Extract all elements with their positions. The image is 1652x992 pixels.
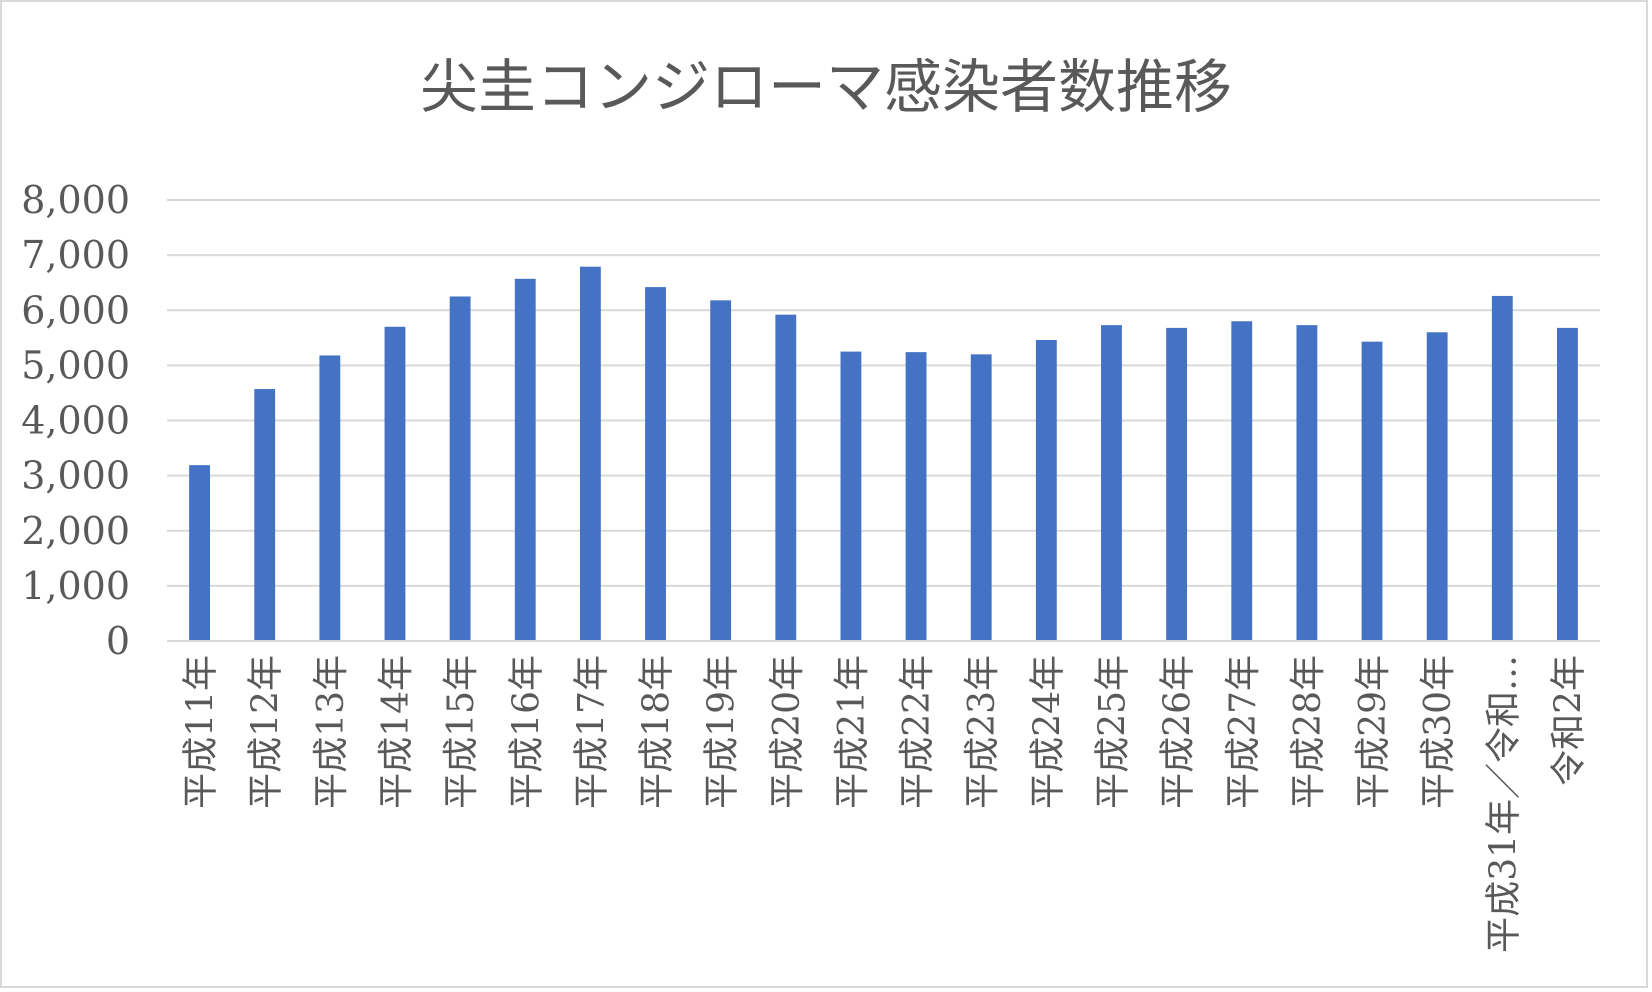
bar: [514, 278, 536, 641]
x-category-label: 平成23年: [962, 655, 1003, 809]
bar: [1296, 325, 1318, 641]
bar: [905, 352, 927, 641]
x-category-label: 平成25年: [1092, 655, 1133, 809]
x-axis-category-labels: 平成11年 平成12年 平成13年 平成14年 平成15年 平成16年 平成17年 平成18年…: [181, 655, 1590, 953]
bar: [254, 389, 276, 641]
bar: [1491, 295, 1513, 641]
bar: [1361, 341, 1383, 641]
x-category-label: 平成22年: [897, 655, 938, 809]
x-category-label: 平成16年: [506, 655, 547, 809]
bar: [1557, 327, 1578, 641]
bar: [775, 314, 797, 641]
x-category-label: 平成15年: [441, 655, 482, 809]
bar: [1231, 321, 1253, 641]
x-category-label: 平成28年: [1288, 655, 1329, 809]
x-category-label: 平成11年: [181, 655, 222, 809]
bar: [840, 351, 862, 641]
y-tick-label: 0: [106, 619, 130, 663]
bar: [970, 354, 992, 641]
x-category-label: 平成21年: [832, 655, 873, 809]
bar: [189, 465, 210, 641]
y-tick-label: 2,000: [21, 509, 130, 553]
x-category-label: 平成24年: [1027, 655, 1068, 809]
y-tick-label: 3,000: [21, 454, 130, 498]
bar: [1035, 340, 1057, 641]
y-tick-label: 5,000: [21, 343, 130, 387]
bars: [189, 266, 1578, 641]
y-tick-label: 7,000: [21, 233, 130, 277]
bar: [1426, 332, 1448, 641]
x-category-label: 平成18年: [637, 655, 678, 809]
x-category-label: 平成17年: [571, 655, 612, 809]
bar: [449, 296, 471, 641]
bar: [384, 326, 406, 641]
bar: [579, 266, 601, 641]
x-category-label: 平成31年／令和…: [1483, 655, 1524, 953]
x-category-label: 平成14年: [376, 655, 417, 809]
bar: [319, 355, 341, 641]
x-category-label: 令和2年: [1548, 655, 1589, 786]
x-category-label: 平成29年: [1353, 655, 1394, 809]
y-tick-label: 1,000: [21, 564, 130, 608]
bar: [1101, 325, 1122, 641]
x-category-label: 平成30年: [1418, 655, 1459, 809]
x-category-label: 平成19年: [702, 655, 743, 809]
bar: [645, 287, 666, 641]
x-category-label: 平成12年: [246, 655, 287, 809]
bar: [710, 300, 732, 641]
y-axis-tick-labels: 0 1,000 2,000 3,000 4,000 5,000 6,000 7,000 8,00…: [21, 178, 130, 663]
y-tick-label: 8,000: [21, 178, 130, 222]
x-category-label: 平成26年: [1158, 655, 1199, 809]
y-tick-label: 4,000: [21, 399, 130, 443]
chart-title: 尖圭コンジローマ感染者数推移: [420, 53, 1232, 121]
bar: [1166, 327, 1188, 641]
y-tick-label: 6,000: [21, 288, 130, 332]
x-category-label: 平成27年: [1223, 655, 1264, 809]
gridlines: [167, 199, 1600, 587]
x-category-label: 平成20年: [767, 655, 808, 809]
x-category-label: 平成13年: [311, 655, 352, 809]
